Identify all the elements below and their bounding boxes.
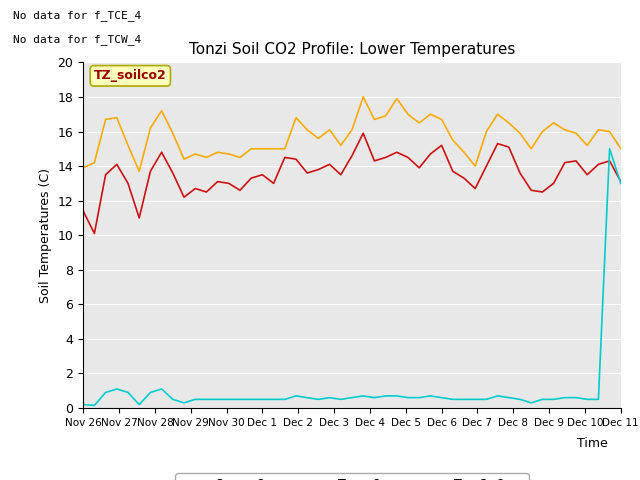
Title: Tonzi Soil CO2 Profile: Lower Temperatures: Tonzi Soil CO2 Profile: Lower Temperatur… — [189, 42, 515, 57]
Text: Time: Time — [577, 437, 608, 450]
Legend: Open -8cm, Tree -8cm, Tree2 -8cm: Open -8cm, Tree -8cm, Tree2 -8cm — [175, 473, 529, 480]
Y-axis label: Soil Temperatures (C): Soil Temperatures (C) — [39, 168, 52, 303]
Text: TZ_soilco2: TZ_soilco2 — [94, 69, 166, 82]
Text: No data for f_TCW_4: No data for f_TCW_4 — [13, 34, 141, 45]
Text: No data for f_TCE_4: No data for f_TCE_4 — [13, 10, 141, 21]
